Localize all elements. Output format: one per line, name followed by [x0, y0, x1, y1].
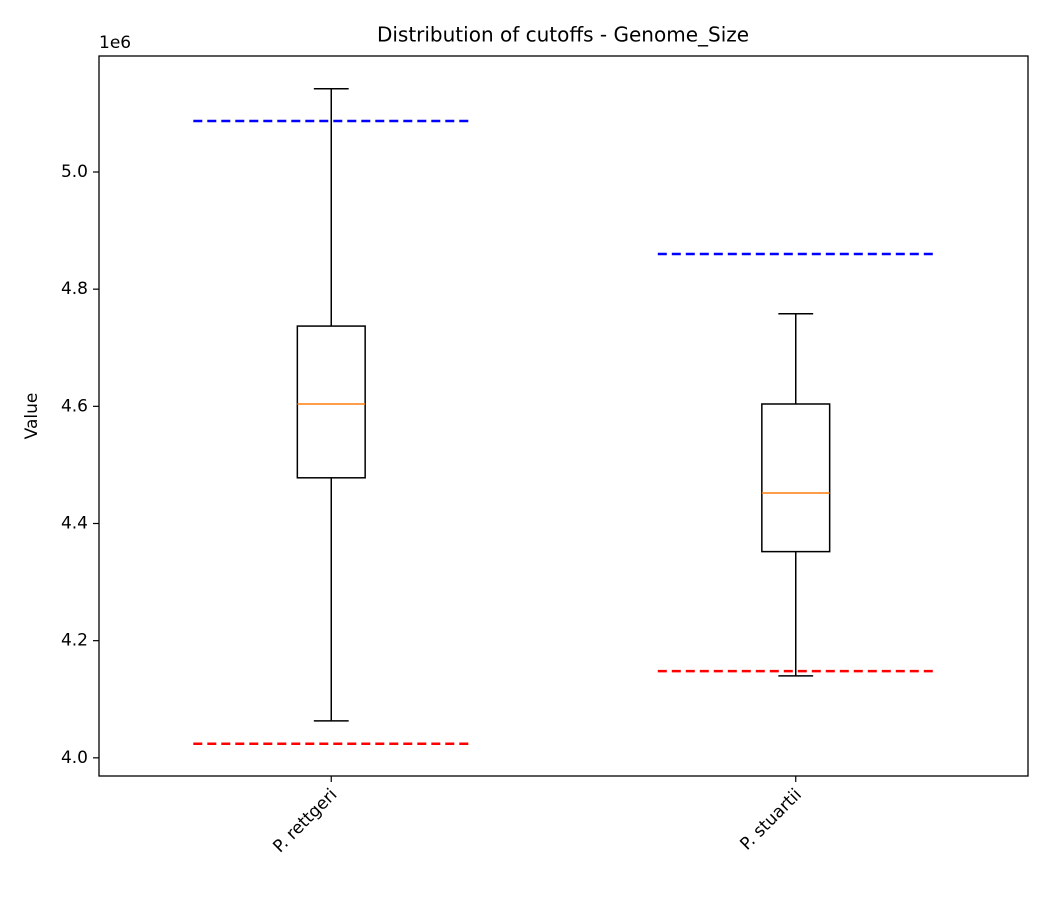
y-tick-label: 4.0	[61, 748, 88, 768]
y-axis-label: Value	[22, 393, 42, 440]
box	[296, 325, 366, 479]
y-tick-label: 4.8	[61, 279, 88, 299]
box	[761, 403, 831, 553]
chart-title: Distribution of cutoffs - Genome_Size	[377, 23, 749, 47]
offset-label: 1e6	[99, 33, 131, 53]
y-tick-label: 5.0	[61, 162, 88, 182]
y-tick-label: 4.2	[61, 631, 88, 651]
y-tick-label: 4.4	[61, 514, 88, 534]
y-tick-label: 4.6	[61, 396, 88, 416]
plot-frame	[98, 55, 1029, 777]
